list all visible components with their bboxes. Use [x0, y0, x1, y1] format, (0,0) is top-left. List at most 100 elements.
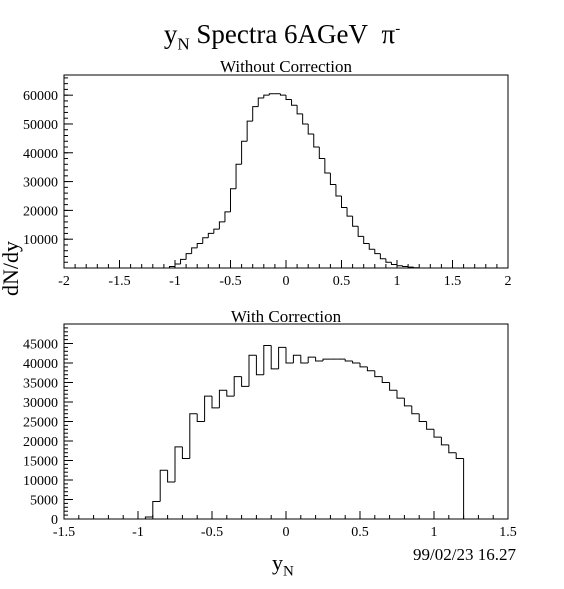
- histogram-bin: [433, 429, 442, 438]
- y-tick-label: 60000: [23, 89, 58, 104]
- y-tick-label: 30000: [23, 176, 58, 191]
- chart-title: Without Correction: [220, 57, 352, 76]
- histogram-bin: [185, 253, 192, 260]
- histogram-bin: [396, 264, 403, 267]
- x-tick-label: 1.5: [444, 274, 462, 289]
- histogram-bin: [385, 258, 392, 263]
- histogram-bin: [346, 207, 353, 217]
- histogram-bin: [230, 188, 237, 212]
- y-tick-label: 20000: [23, 435, 58, 450]
- x-axis-label-var: y: [272, 550, 283, 575]
- y-tick-label: 45000: [23, 338, 58, 353]
- histogram-bin: [302, 113, 309, 125]
- histogram-bin: [224, 211, 231, 222]
- histogram-bin: [174, 263, 181, 267]
- histogram-bin: [329, 172, 336, 185]
- histogram-bin: [270, 345, 279, 370]
- histogram-bin: [463, 458, 471, 520]
- histogram-bin: [455, 452, 464, 460]
- histogram-bin: [315, 357, 323, 362]
- histogram-bin: [152, 500, 161, 518]
- title-var: y: [163, 19, 178, 49]
- histogram-bin: [396, 390, 405, 399]
- histogram-bin: [196, 413, 205, 422]
- histogram-bin: [291, 99, 298, 106]
- histogram-bin: [389, 382, 397, 391]
- histogram-bin: [324, 158, 331, 174]
- histogram-bin: [418, 413, 427, 422]
- histogram-series: [64, 93, 508, 269]
- histogram-bin: [357, 226, 364, 237]
- title-var-subscript: N: [177, 34, 190, 54]
- histogram-bin: [341, 195, 348, 209]
- histogram-bin: [159, 469, 168, 502]
- histogram-bin: [207, 232, 214, 238]
- shared-y-axis-label: dN/dy: [0, 241, 23, 296]
- histogram-bin: [168, 266, 175, 268]
- y-tick-label: 10000: [23, 233, 58, 248]
- chart-panel-2: With Correction -1.5 -1 -0.5 0 0.5 1 1.5 0 5000 10…: [23, 307, 517, 540]
- x-tick-label: -0.5: [219, 274, 241, 289]
- histogram-bin: [268, 93, 275, 96]
- histogram-bin: [352, 216, 359, 227]
- histogram-bin: [313, 134, 320, 148]
- histogram-bin: [366, 366, 375, 372]
- histogram-series: [64, 344, 508, 520]
- y-tick-label: 40000: [23, 357, 58, 372]
- histogram-bin: [279, 93, 286, 96]
- histogram-bin: [174, 446, 183, 482]
- y-tick-label: 10000: [23, 474, 58, 489]
- y-tick-label: 25000: [23, 416, 58, 431]
- histogram-bin: [448, 444, 457, 454]
- x-axis-label-subscript: N: [283, 563, 294, 580]
- title-particle-superscript: -: [395, 21, 401, 37]
- histogram-bin: [368, 243, 375, 250]
- histogram-bin: [352, 361, 360, 364]
- y-tick-label: 5000: [30, 494, 58, 509]
- title-particle: π: [381, 19, 396, 49]
- histogram-bin: [263, 344, 272, 375]
- histogram-bin: [307, 356, 316, 363]
- x-tick-label: -1: [169, 274, 181, 289]
- histogram-bin: [213, 228, 220, 234]
- histogram-bin: [359, 363, 368, 368]
- histogram-bin: [191, 247, 198, 254]
- x-tick-label: 0: [283, 525, 290, 540]
- histogram-bin: [403, 398, 412, 407]
- histogram-bin: [402, 265, 409, 268]
- histogram-bin: [263, 94, 270, 99]
- histogram-bin: [181, 446, 190, 460]
- histogram-bin: [241, 140, 248, 165]
- histogram-bin: [292, 354, 301, 363]
- x-tick-label: -1.5: [108, 274, 130, 289]
- histogram-bin: [255, 355, 264, 376]
- histogram-bin: [374, 249, 381, 255]
- y-tick-label: 50000: [23, 118, 58, 133]
- y-tick-label: 15000: [23, 455, 58, 470]
- x-tick-label: 2: [505, 274, 512, 289]
- histogram-bin: [296, 105, 303, 115]
- x-tick-label: 0.5: [333, 274, 351, 289]
- title-main: Spectra 6AGeV: [196, 19, 369, 49]
- histogram-bin: [407, 266, 414, 268]
- histogram-bin: [426, 421, 434, 430]
- histogram-bin: [218, 221, 225, 230]
- histogram-bin: [307, 123, 314, 135]
- x-tick-label: -0.5: [201, 525, 223, 540]
- x-tick-label: -2: [58, 274, 70, 289]
- histogram-bin: [241, 376, 249, 387]
- histogram-bin: [374, 370, 383, 378]
- histogram-bin: [413, 267, 420, 269]
- histogram-bin: [226, 390, 235, 397]
- histogram-bin: [189, 413, 198, 459]
- histogram-bin: [144, 516, 153, 519]
- histogram-bin: [218, 389, 227, 408]
- histogram-bin: [318, 147, 325, 160]
- histogram-bin: [167, 470, 175, 483]
- histogram-bin: [381, 376, 390, 383]
- y-tick-label: 0: [51, 513, 58, 528]
- x-tick-label: 1: [431, 525, 438, 540]
- y-tick-label: 35000: [23, 377, 58, 392]
- x-tick-label: 1.5: [499, 525, 517, 540]
